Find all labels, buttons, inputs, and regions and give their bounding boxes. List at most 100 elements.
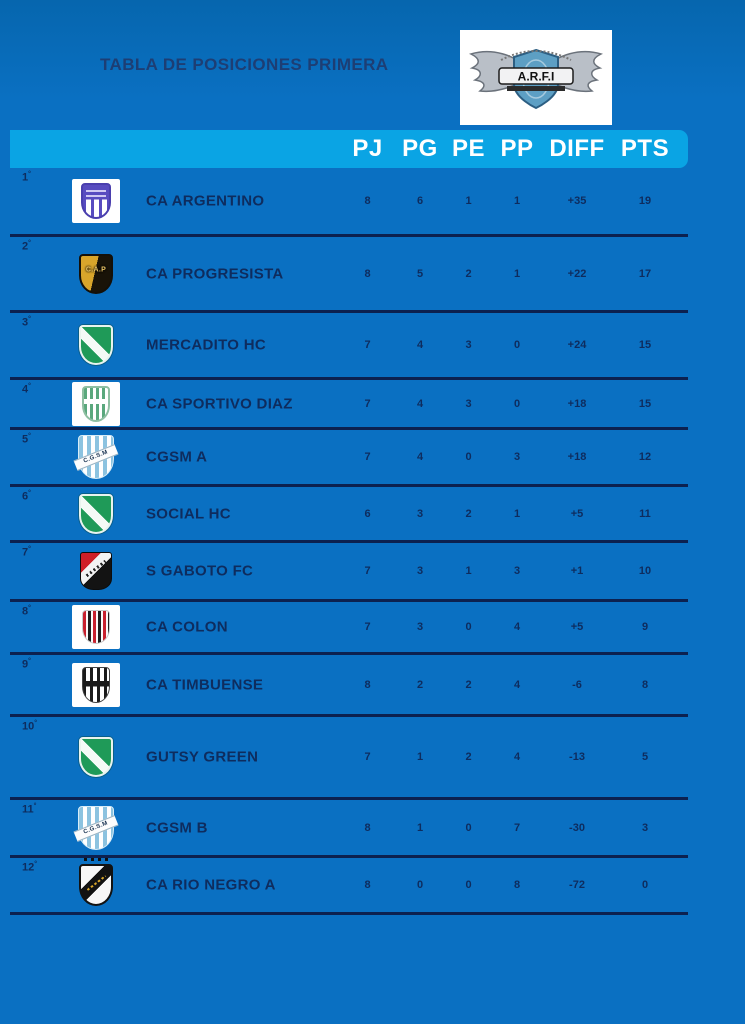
column-header: PTS [620, 135, 670, 162]
stat-value: 5 [641, 751, 649, 763]
team-crest [70, 325, 122, 365]
stat-value: 1 [416, 821, 424, 834]
stat-value: 3 [416, 565, 424, 577]
crest-shield-icon [79, 858, 113, 906]
position-rank: 9° [22, 658, 31, 671]
stat-value: 17 [638, 267, 652, 280]
stat-value: 4 [513, 751, 521, 763]
position-rank: 7° [22, 546, 31, 559]
table-row: 8° CA COLON 7 3 0 4 +5 9 [10, 602, 688, 655]
crest-shield-icon [80, 552, 112, 590]
stat-value: 0 [513, 339, 521, 351]
position-rank: 12° [22, 861, 38, 874]
team-crest [72, 605, 120, 649]
column-header: PE [451, 135, 485, 162]
stat-values: 8 6 1 1 +35 19 [340, 168, 678, 234]
stat-value: 2 [465, 507, 472, 520]
table-row: 12° CA RIO NEGRO A 8 0 0 8 -72 0 [10, 858, 688, 915]
stat-value: 0 [416, 879, 424, 891]
stat-value: 3 [416, 621, 424, 633]
table-row: 9° CA TIMBUENSE 8 2 2 4 -6 8 [10, 655, 688, 717]
team-name: CA ARGENTINO [146, 192, 265, 210]
stat-value: 7 [364, 397, 371, 410]
stat-value: 1 [513, 507, 521, 520]
crest-shield-icon [82, 666, 110, 703]
stat-value: 4 [416, 339, 424, 351]
stat-value: +18 [567, 451, 587, 463]
stat-value: 10 [638, 565, 652, 577]
stat-value: 5 [416, 267, 424, 280]
stat-value: 3 [641, 821, 649, 834]
stat-value: 0 [465, 621, 472, 633]
position-rank: 4° [22, 383, 31, 396]
table-row: 3° MERCADITO HC 7 4 3 0 +24 15 [10, 313, 688, 380]
stat-value: 2 [416, 678, 424, 691]
standings-rows: 1° CA ARGENTINO 8 6 1 1 +35 19 2° C.A.P CA PR… [10, 168, 688, 915]
stat-value: 6 [364, 507, 371, 520]
team-crest [70, 737, 122, 777]
stat-value: -13 [569, 751, 585, 763]
team-name: MERCADITO HC [146, 336, 266, 354]
crest-shield-icon: C.G.S.M [73, 805, 119, 850]
team-name: CA PROGRESISTA [146, 265, 284, 282]
crest-shield-icon [82, 610, 110, 644]
team-name: S GABOTO FC [146, 562, 254, 580]
stat-values: 8 5 2 1 +22 17 [340, 237, 678, 310]
stat-value: 3 [513, 565, 521, 577]
crest-shield-icon [79, 325, 113, 365]
stat-value: +22 [567, 267, 587, 280]
team-crest: C.G.S.M [70, 435, 122, 479]
stat-value: 15 [638, 397, 652, 410]
stat-values: 7 3 0 4 +5 9 [340, 602, 678, 652]
stat-values: 8 0 0 8 -72 0 [340, 858, 678, 912]
stat-values: 7 3 1 3 +1 10 [340, 543, 678, 599]
position-rank: 3° [22, 316, 31, 329]
stat-value: -30 [569, 821, 585, 834]
stat-value: 4 [513, 621, 521, 633]
team-name: SOCIAL HC [146, 505, 231, 522]
organization-logo: A.R.F.I [460, 30, 612, 125]
stat-value: -72 [569, 879, 585, 891]
table-row: 10° GUTSY GREEN 7 1 2 4 -13 5 [10, 717, 688, 800]
team-crest: C.A.P [70, 253, 122, 294]
crest-band-text: C.G.S.M [73, 444, 119, 471]
crest-shield-icon [79, 493, 113, 534]
stat-value: 0 [641, 879, 649, 891]
stat-value: 8 [364, 821, 371, 834]
stat-value: 8 [364, 195, 371, 207]
crest-band-text: C.G.S.M [73, 814, 119, 842]
stat-value: +35 [567, 195, 587, 207]
stat-value: 2 [465, 678, 472, 691]
stat-value: 7 [364, 451, 371, 463]
stat-value: +1 [570, 565, 584, 577]
stat-value: 7 [364, 339, 371, 351]
stat-value: 1 [513, 195, 521, 207]
stat-value: 2 [465, 267, 472, 280]
stat-value: 7 [364, 751, 371, 763]
stat-value: +24 [567, 339, 587, 351]
crest-shield-icon: C.A.P [79, 253, 113, 294]
crest-shield-icon [81, 183, 111, 219]
table-row: 2° C.A.P CA PROGRESISTA 8 5 2 1 +22 17 [10, 237, 688, 313]
column-header: PP [500, 135, 534, 162]
stat-value: 1 [416, 751, 424, 763]
stat-value: 0 [465, 821, 472, 834]
team-name: CA RIO NEGRO A [146, 876, 276, 894]
stat-value: 3 [465, 339, 472, 351]
stat-value: 11 [639, 507, 651, 520]
stat-value: 2 [465, 751, 472, 763]
team-crest [70, 493, 122, 534]
crest-shield-icon [82, 385, 110, 422]
stat-value: 8 [641, 678, 649, 691]
team-crest [70, 552, 122, 590]
stat-value: +5 [570, 621, 584, 633]
team-name: CGSM A [146, 448, 208, 466]
stat-values: 6 3 2 1 +5 11 [340, 487, 678, 540]
stat-value: 12 [638, 451, 652, 463]
team-crest: C.G.S.M [70, 805, 122, 850]
stat-value: 7 [513, 821, 521, 834]
table-row: 11° C.G.S.M CGSM B 8 1 0 7 -30 3 [10, 800, 688, 858]
stat-value: 8 [364, 267, 371, 280]
stat-value: 0 [465, 879, 472, 891]
